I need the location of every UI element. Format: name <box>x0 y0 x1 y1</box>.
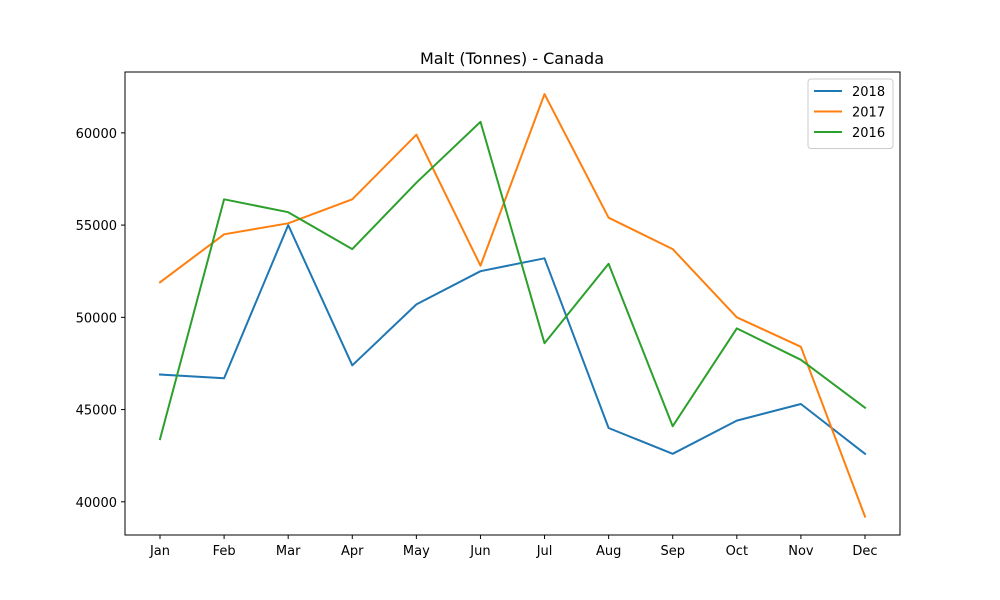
legend: 2018 2017 2016 <box>807 78 894 149</box>
x-tick-label: Feb <box>213 544 236 559</box>
y-tick-label: 60000 <box>76 127 117 142</box>
y-axis: 40000 45000 50000 55000 60000 <box>76 127 125 511</box>
series-line-2018 <box>158 224 867 456</box>
x-tick-label: Sep <box>660 544 685 559</box>
series-line-2017 <box>158 93 867 518</box>
x-tick-label: Dec <box>852 544 877 559</box>
x-tick-label: Jun <box>469 544 490 559</box>
y-tick-label: 55000 <box>76 219 117 234</box>
x-tick-label: May <box>403 544 430 559</box>
x-tick-label: Apr <box>341 544 364 559</box>
y-tick-label: 40000 <box>76 496 117 511</box>
x-tick-label: Oct <box>726 544 748 559</box>
legend-label-2017: 2017 <box>852 106 885 121</box>
series-line-2016 <box>158 120 867 441</box>
x-axis: Jan Feb Mar Apr May Jun Jul Aug Sep Oct Nov Dec <box>149 535 878 559</box>
series-lines <box>158 93 867 518</box>
y-tick-label: 45000 <box>76 404 117 419</box>
legend-label-2016: 2016 <box>852 126 885 141</box>
x-tick-label: Jul <box>536 544 553 559</box>
x-tick-label: Jan <box>149 544 170 559</box>
x-tick-label: Nov <box>788 544 814 559</box>
plot-frame <box>124 71 901 536</box>
y-tick-label: 50000 <box>76 311 117 326</box>
chart-title: Malt (Tonnes) - Canada <box>420 49 604 68</box>
legend-label-2018: 2018 <box>852 85 885 100</box>
x-tick-label: Mar <box>276 544 301 559</box>
x-tick-label: Aug <box>596 544 621 559</box>
